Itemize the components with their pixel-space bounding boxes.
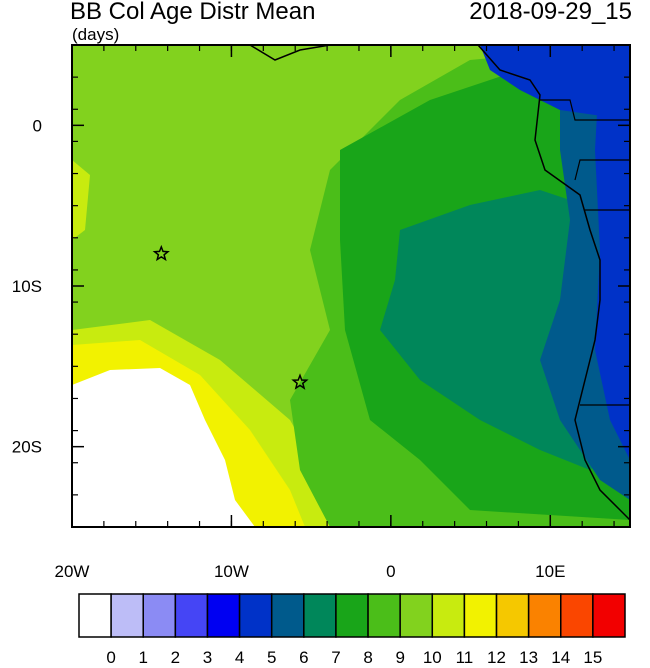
colorbar-cell xyxy=(110,593,144,638)
colorbar-cell xyxy=(527,593,562,638)
lat-tick-label: 20S xyxy=(12,438,42,457)
colorbar-tick-label: 0 xyxy=(106,648,116,667)
colorbar-tick-label: 13 xyxy=(519,648,539,667)
colorbar-cell xyxy=(399,593,434,638)
colorbar xyxy=(78,593,626,638)
timestamp-label: 2018-09-29_15 xyxy=(469,0,632,25)
colorbar-cell xyxy=(560,593,594,638)
colorbar-tick-label: 6 xyxy=(299,648,309,667)
colorbar-cell xyxy=(495,593,530,638)
colorbar-cell xyxy=(303,593,337,638)
star-marker-1 xyxy=(152,244,170,262)
colorbar-tick-label: 7 xyxy=(331,648,341,667)
colorbar-cell xyxy=(78,593,112,638)
colorbar-tick-label: 4 xyxy=(234,648,245,667)
plot-title: BB Col Age Distr Mean xyxy=(70,0,316,25)
colorbar-tick-label: 10 xyxy=(422,648,442,667)
age-field xyxy=(72,45,630,527)
colorbar-cell xyxy=(142,593,177,638)
colorbar-tick-label: 14 xyxy=(551,648,571,667)
colorbar-cell xyxy=(431,593,466,638)
station-markers xyxy=(152,244,309,390)
colorbar-cell xyxy=(335,593,369,638)
colorbar-tick-label: 11 xyxy=(455,648,474,667)
colorbar-cell xyxy=(174,593,209,638)
colorbar-tick-label: 15 xyxy=(583,648,603,667)
colorbar-cell xyxy=(206,593,241,638)
colorbar-cell xyxy=(270,593,305,638)
colorbar-tick-label: 3 xyxy=(202,648,213,667)
colorbar-cell xyxy=(463,593,498,638)
colorbar-cell xyxy=(367,593,401,638)
lat-tick-label: 0 xyxy=(33,116,42,135)
colorbar-tick-label: 1 xyxy=(138,648,148,667)
lon-tick-label: 10E xyxy=(535,562,565,581)
lon-tick-label: 0 xyxy=(386,562,395,581)
star-marker-2 xyxy=(291,373,309,390)
axis-ticks: 20W 10W 0 10E 0 10S 20S xyxy=(12,44,630,581)
lon-tick-label: 20W xyxy=(55,562,90,581)
lat-tick-label: 10S xyxy=(12,277,42,296)
colorbar-tick-label: 5 xyxy=(266,648,277,667)
units-label: (days) xyxy=(72,25,120,44)
colorbar-tick-label: 8 xyxy=(363,648,373,667)
colorbar-tick-label: 12 xyxy=(487,648,506,667)
colorbar-tick-label: 9 xyxy=(395,648,405,667)
colorbar-tick-label: 2 xyxy=(170,648,181,667)
colorbar-cell xyxy=(238,593,273,638)
colorbar-cell xyxy=(592,593,626,638)
lon-tick-label: 10W xyxy=(214,562,249,581)
